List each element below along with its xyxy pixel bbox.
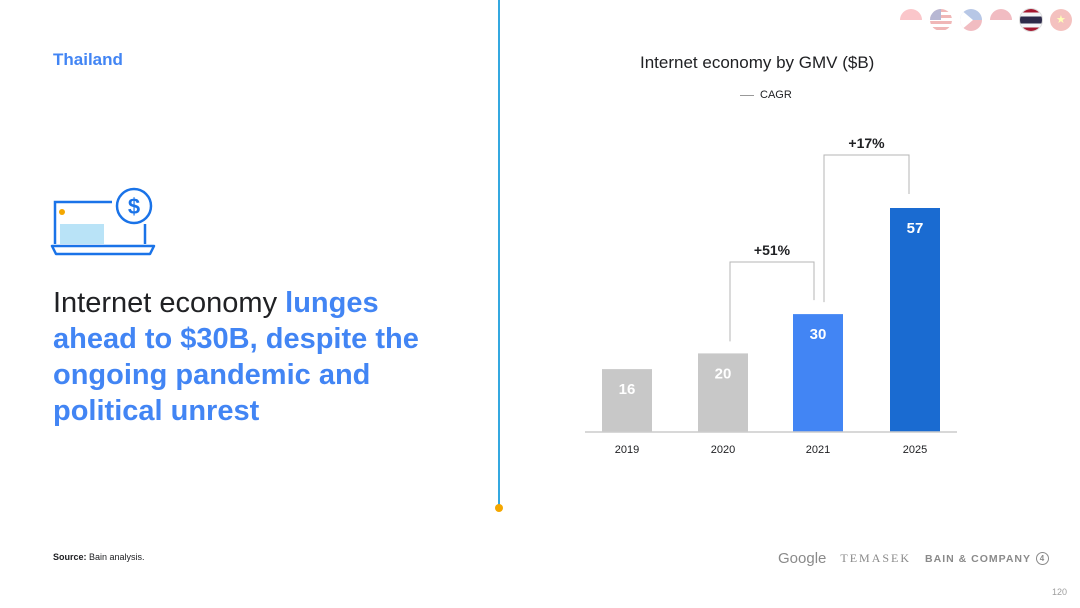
bar-value-label: 16 [619, 381, 636, 398]
x-tick-label: 2019 [615, 444, 639, 456]
page-number: 120 [1052, 587, 1068, 597]
flag-vietnam-icon[interactable]: ★ [1050, 9, 1072, 31]
bar-value-label: 20 [715, 365, 732, 382]
flag-singapore-icon[interactable] [900, 9, 922, 31]
cagr-label: +51% [754, 242, 791, 258]
cagr-bracket [729, 261, 815, 342]
headline-emphasis: lunges ahead to $30B, despite the ongoin… [53, 287, 419, 427]
laptop-dollar-icon: $ [50, 187, 156, 256]
flag-philippines-icon[interactable] [960, 9, 982, 31]
bar-value-label: 30 [810, 326, 827, 343]
flag-thailand-icon[interactable] [1020, 9, 1042, 31]
chart-legend: CAGR [740, 89, 792, 101]
legend-label: CAGR [760, 89, 792, 101]
x-tick-label: 2025 [903, 444, 927, 456]
temasek-logo: TEMASEK [840, 551, 912, 565]
cagr-label: +17% [848, 135, 885, 151]
country-flags: ★ [900, 9, 1072, 31]
cagr-bracket [823, 154, 910, 303]
bar-2025 [890, 208, 940, 432]
svg-text:$: $ [128, 194, 140, 219]
vertical-divider [498, 0, 500, 508]
country-label: Thailand [53, 50, 123, 69]
flag-indonesia-icon[interactable] [990, 9, 1012, 31]
x-tick-label: 2020 [711, 444, 735, 456]
source-note: Source: Bain analysis. [53, 552, 145, 562]
source-text: Bain analysis. [89, 552, 145, 562]
flag-malaysia-icon[interactable] [930, 9, 952, 31]
bar-2021 [793, 314, 843, 432]
bar-2019 [602, 369, 652, 432]
divider-dot [495, 504, 503, 512]
bain-circle-icon: 4 [1036, 552, 1050, 565]
partner-logos: Google TEMASEK BAIN & COMPANY 4 [778, 550, 1050, 567]
x-tick-label: 2021 [806, 444, 830, 456]
bain-logo-text: BAIN & COMPANY [925, 552, 1032, 565]
headline: Internet economy lunges ahead to $30B, d… [53, 285, 453, 429]
source-label: Source: [53, 552, 87, 562]
chart-title: Internet economy by GMV ($B) [640, 53, 875, 72]
bain-logo: BAIN & COMPANY 4 [925, 552, 1050, 565]
legend-line-icon [740, 94, 754, 96]
bar-value-label: 57 [907, 220, 924, 237]
google-logo: Google [778, 550, 827, 567]
headline-plain: Internet economy [53, 287, 286, 319]
bar-2020 [698, 353, 748, 432]
